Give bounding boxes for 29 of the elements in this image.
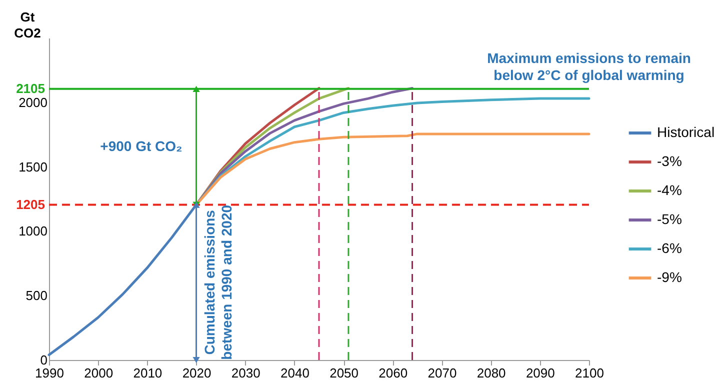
x-tick-label: 2090 bbox=[526, 366, 555, 380]
y-tick-label: 1500 bbox=[18, 159, 48, 174]
x-tick-label: 2030 bbox=[231, 366, 260, 380]
x-tick-label: 2050 bbox=[330, 366, 359, 380]
x-tick-label: 2000 bbox=[84, 366, 114, 380]
legend-label: -3% bbox=[657, 153, 682, 169]
y-tick-label: 2000 bbox=[18, 94, 48, 110]
legend-label: -6% bbox=[657, 240, 682, 256]
x-tick-label: 2020 bbox=[182, 366, 212, 380]
y-axis-title: Gt CO2 bbox=[14, 10, 41, 40]
x-tick-label: 2070 bbox=[428, 366, 457, 380]
x-tick-label: 1990 bbox=[35, 366, 64, 380]
y-tick-label: 1000 bbox=[18, 224, 48, 239]
legend-label: -4% bbox=[657, 182, 682, 198]
ref-line-label: 2105 bbox=[16, 80, 45, 96]
ref-line-label: 1205 bbox=[16, 196, 45, 212]
x-tick-label: 2060 bbox=[378, 366, 408, 380]
x-tick-label: 2100 bbox=[575, 366, 604, 380]
legend-label: Historical bbox=[657, 124, 715, 140]
x-tick-label: 2080 bbox=[476, 366, 506, 380]
annotation: +900 Gt CO₂ bbox=[100, 138, 182, 154]
annotation: Maximum emissions to remain below 2°C of global warming bbox=[487, 50, 691, 83]
x-tick-label: 2040 bbox=[280, 366, 310, 380]
annotation: Cumulated emissions between 1990 and 2020 bbox=[201, 204, 234, 360]
y-tick-label: 500 bbox=[26, 288, 48, 304]
legend-label: -9% bbox=[657, 269, 682, 285]
x-tick-label: 2010 bbox=[133, 366, 162, 380]
y-tick-label: 0 bbox=[40, 352, 48, 368]
legend-label: -5% bbox=[657, 211, 682, 227]
